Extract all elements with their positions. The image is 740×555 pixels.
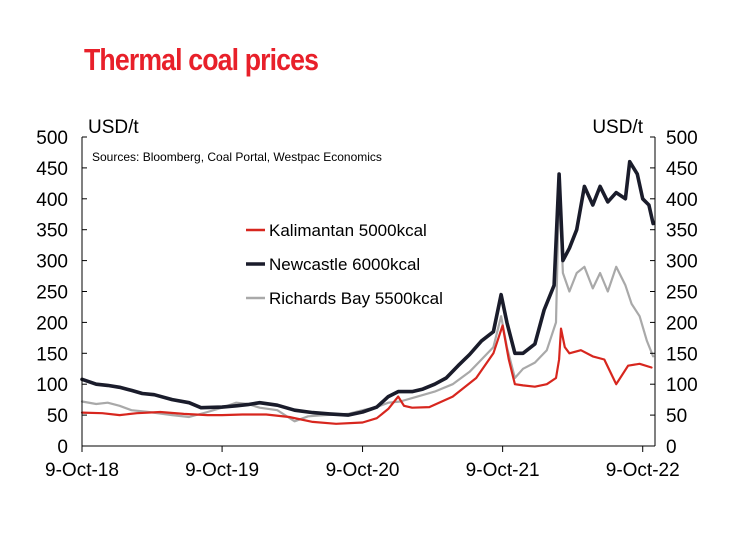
source-note: Sources: Bloomberg, Coal Portal, Westpac…: [92, 150, 382, 164]
legend: Kalimantan 5000kcal Newcastle 6000kcal Ric…: [246, 221, 443, 308]
legend-label-kalimantan-5000kcal: Kalimantan 5000kcal: [269, 221, 427, 240]
x-tick-label: 9-Oct-22: [606, 460, 680, 481]
right-axis-unit: USD/t: [592, 117, 643, 138]
y-tick-label-left: 300: [36, 252, 68, 273]
y-tick-label-right: 150: [666, 344, 698, 365]
y-tick-label-left: 350: [36, 221, 68, 242]
y-tick-label-right: 200: [666, 313, 698, 334]
y-tick-label-left: 200: [36, 313, 68, 334]
y-tick-label-left: 100: [36, 375, 68, 396]
series-layer: [80, 159, 655, 425]
x-tick-label: 9-Oct-19: [185, 460, 259, 481]
series-line-richards-bay-5500kcal: [80, 185, 655, 423]
y-tick-label-left: 450: [36, 159, 68, 180]
chart-title: Thermal coal prices: [84, 42, 319, 77]
y-tick-label-left: 0: [57, 437, 68, 458]
series-line-newcastle-6000kcal: [80, 159, 655, 417]
y-tick-label-right: 500: [666, 128, 698, 149]
y-tick-label-left: 50: [47, 406, 68, 427]
y-tick-label-right: 350: [666, 221, 698, 242]
x-tick-label: 9-Oct-18: [45, 460, 119, 481]
x-tick-label: 9-Oct-20: [326, 460, 400, 481]
y-tick-label-left: 500: [36, 128, 68, 149]
y-tick-label-right: 450: [666, 159, 698, 180]
y-tick-label-left: 400: [36, 190, 68, 211]
left-axis-unit: USD/t: [88, 117, 139, 138]
y-tick-label-right: 400: [666, 190, 698, 211]
y-tick-label-right: 0: [666, 437, 677, 458]
series-line-kalimantan-5000kcal: [80, 324, 653, 425]
y-tick-label-right: 250: [666, 283, 698, 304]
axis-layer: 0 0 50 50 100 100 150 150 200 200 250 250 300 300 350 3…: [36, 128, 697, 481]
y-tick-label-left: 250: [36, 283, 68, 304]
y-tick-label-left: 150: [36, 344, 68, 365]
y-tick-label-right: 50: [666, 406, 687, 427]
legend-label-richards-bay-5500kcal: Richards Bay 5500kcal: [269, 289, 443, 308]
y-tick-label-right: 300: [666, 252, 698, 273]
y-tick-label-right: 100: [666, 375, 698, 396]
legend-label-newcastle-6000kcal: Newcastle 6000kcal: [269, 255, 420, 274]
x-tick-label: 9-Oct-21: [466, 460, 540, 481]
